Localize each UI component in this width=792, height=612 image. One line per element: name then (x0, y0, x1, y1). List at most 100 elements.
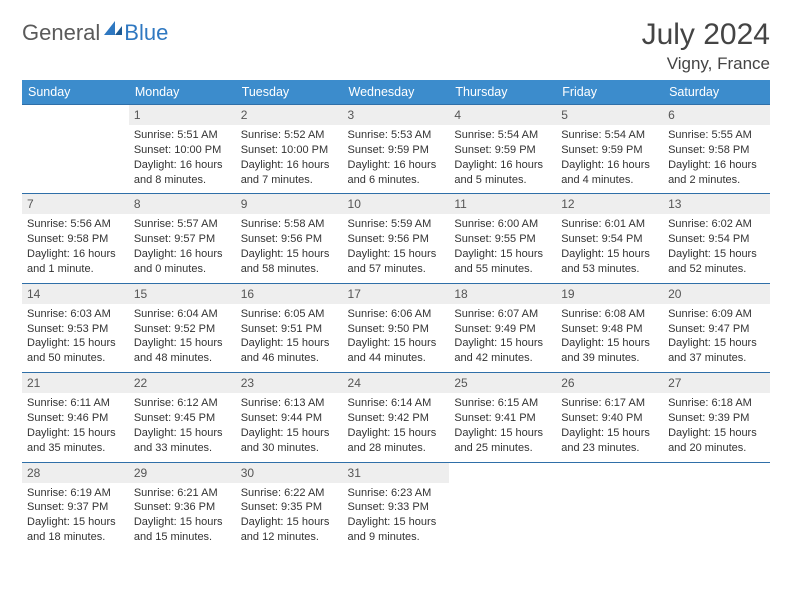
day-number: 24 (343, 373, 450, 393)
day-info: Sunrise: 5:58 AMSunset: 9:56 PMDaylight:… (236, 214, 343, 282)
sunrise-text: Sunrise: 5:57 AM (134, 217, 231, 232)
sunset-text: Sunset: 9:46 PM (27, 411, 124, 426)
calendar-cell (556, 462, 663, 551)
sunset-text: Sunset: 9:42 PM (348, 411, 445, 426)
day-info: Sunrise: 6:21 AMSunset: 9:36 PMDaylight:… (129, 483, 236, 551)
weekday-header: Thursday (449, 80, 556, 105)
daylight-text: Daylight: 15 hours and 46 minutes. (241, 336, 338, 366)
daylight-text: Daylight: 16 hours and 0 minutes. (134, 247, 231, 277)
day-number: 14 (22, 284, 129, 304)
day-info: Sunrise: 6:15 AMSunset: 9:41 PMDaylight:… (449, 393, 556, 461)
calendar-cell: 16Sunrise: 6:05 AMSunset: 9:51 PMDayligh… (236, 283, 343, 372)
calendar-cell (449, 462, 556, 551)
day-number: 3 (343, 105, 450, 125)
day-number: 21 (22, 373, 129, 393)
day-number: 28 (22, 463, 129, 483)
calendar-cell: 28Sunrise: 6:19 AMSunset: 9:37 PMDayligh… (22, 462, 129, 551)
sunrise-text: Sunrise: 6:06 AM (348, 307, 445, 322)
calendar-cell: 18Sunrise: 6:07 AMSunset: 9:49 PMDayligh… (449, 283, 556, 372)
sunset-text: Sunset: 9:36 PM (134, 500, 231, 515)
day-number: 19 (556, 284, 663, 304)
sunset-text: Sunset: 9:44 PM (241, 411, 338, 426)
day-info: Sunrise: 6:04 AMSunset: 9:52 PMDaylight:… (129, 304, 236, 372)
sunrise-text: Sunrise: 5:59 AM (348, 217, 445, 232)
daylight-text: Daylight: 15 hours and 42 minutes. (454, 336, 551, 366)
day-info: Sunrise: 6:14 AMSunset: 9:42 PMDaylight:… (343, 393, 450, 461)
sunset-text: Sunset: 9:54 PM (561, 232, 658, 247)
sunset-text: Sunset: 9:58 PM (668, 143, 765, 158)
sunrise-text: Sunrise: 6:04 AM (134, 307, 231, 322)
sunrise-text: Sunrise: 6:08 AM (561, 307, 658, 322)
calendar-cell: 29Sunrise: 6:21 AMSunset: 9:36 PMDayligh… (129, 462, 236, 551)
calendar-cell: 27Sunrise: 6:18 AMSunset: 9:39 PMDayligh… (663, 373, 770, 462)
sunrise-text: Sunrise: 6:18 AM (668, 396, 765, 411)
sunset-text: Sunset: 9:37 PM (27, 500, 124, 515)
sunset-text: Sunset: 9:59 PM (348, 143, 445, 158)
calendar-cell: 20Sunrise: 6:09 AMSunset: 9:47 PMDayligh… (663, 283, 770, 372)
day-info: Sunrise: 6:11 AMSunset: 9:46 PMDaylight:… (22, 393, 129, 461)
logo-text-general: General (22, 20, 100, 46)
sunrise-text: Sunrise: 6:22 AM (241, 486, 338, 501)
daylight-text: Daylight: 15 hours and 28 minutes. (348, 426, 445, 456)
day-info: Sunrise: 5:56 AMSunset: 9:58 PMDaylight:… (22, 214, 129, 282)
daylight-text: Daylight: 16 hours and 8 minutes. (134, 158, 231, 188)
day-number: 23 (236, 373, 343, 393)
calendar-cell: 10Sunrise: 5:59 AMSunset: 9:56 PMDayligh… (343, 194, 450, 283)
weekday-header: Monday (129, 80, 236, 105)
daylight-text: Daylight: 15 hours and 30 minutes. (241, 426, 338, 456)
month-title: July 2024 (642, 18, 770, 52)
day-number: 6 (663, 105, 770, 125)
daylight-text: Daylight: 15 hours and 12 minutes. (241, 515, 338, 545)
day-info: Sunrise: 6:18 AMSunset: 9:39 PMDaylight:… (663, 393, 770, 461)
weekday-header: Saturday (663, 80, 770, 105)
sunset-text: Sunset: 9:33 PM (348, 500, 445, 515)
day-info: Sunrise: 5:51 AMSunset: 10:00 PMDaylight… (129, 125, 236, 193)
calendar-cell (663, 462, 770, 551)
day-number: 12 (556, 194, 663, 214)
sunrise-text: Sunrise: 5:54 AM (561, 128, 658, 143)
day-number: 22 (129, 373, 236, 393)
daylight-text: Daylight: 15 hours and 20 minutes. (668, 426, 765, 456)
day-number: 5 (556, 105, 663, 125)
day-number: 7 (22, 194, 129, 214)
sunset-text: Sunset: 9:49 PM (454, 322, 551, 337)
day-number: 27 (663, 373, 770, 393)
sunrise-text: Sunrise: 6:15 AM (454, 396, 551, 411)
sunrise-text: Sunrise: 6:03 AM (27, 307, 124, 322)
day-number: 10 (343, 194, 450, 214)
sunrise-text: Sunrise: 5:58 AM (241, 217, 338, 232)
logo-triangle-icon (104, 21, 122, 35)
day-number: 1 (129, 105, 236, 125)
day-number: 17 (343, 284, 450, 304)
sunset-text: Sunset: 9:57 PM (134, 232, 231, 247)
sunrise-text: Sunrise: 6:19 AM (27, 486, 124, 501)
sunset-text: Sunset: 9:53 PM (27, 322, 124, 337)
sunset-text: Sunset: 9:47 PM (668, 322, 765, 337)
sunrise-text: Sunrise: 6:23 AM (348, 486, 445, 501)
sunset-text: Sunset: 9:59 PM (454, 143, 551, 158)
calendar-cell: 15Sunrise: 6:04 AMSunset: 9:52 PMDayligh… (129, 283, 236, 372)
calendar-cell: 25Sunrise: 6:15 AMSunset: 9:41 PMDayligh… (449, 373, 556, 462)
sunset-text: Sunset: 9:39 PM (668, 411, 765, 426)
day-number: 25 (449, 373, 556, 393)
daylight-text: Daylight: 16 hours and 1 minute. (27, 247, 124, 277)
calendar-cell: 24Sunrise: 6:14 AMSunset: 9:42 PMDayligh… (343, 373, 450, 462)
sunset-text: Sunset: 10:00 PM (241, 143, 338, 158)
daylight-text: Daylight: 16 hours and 4 minutes. (561, 158, 658, 188)
daylight-text: Daylight: 15 hours and 52 minutes. (668, 247, 765, 277)
calendar-cell: 7Sunrise: 5:56 AMSunset: 9:58 PMDaylight… (22, 194, 129, 283)
day-info: Sunrise: 6:00 AMSunset: 9:55 PMDaylight:… (449, 214, 556, 282)
day-info: Sunrise: 5:52 AMSunset: 10:00 PMDaylight… (236, 125, 343, 193)
daylight-text: Daylight: 16 hours and 2 minutes. (668, 158, 765, 188)
sunset-text: Sunset: 9:52 PM (134, 322, 231, 337)
calendar-table: Sunday Monday Tuesday Wednesday Thursday… (22, 80, 770, 551)
daylight-text: Daylight: 15 hours and 55 minutes. (454, 247, 551, 277)
day-info: Sunrise: 6:13 AMSunset: 9:44 PMDaylight:… (236, 393, 343, 461)
sunrise-text: Sunrise: 6:02 AM (668, 217, 765, 232)
header-block: General Blue July 2024 Vigny, France (22, 18, 770, 74)
calendar-row: 28 Sunrise: 6:19 AMSunset: 9:37 PM Dayligh… (22, 462, 770, 551)
sunset-text: Sunset: 9:55 PM (454, 232, 551, 247)
calendar-cell: 22Sunrise: 6:12 AMSunset: 9:45 PMDayligh… (129, 373, 236, 462)
calendar-cell: 13Sunrise: 6:02 AMSunset: 9:54 PMDayligh… (663, 194, 770, 283)
day-info: Sunrise: 5:53 AMSunset: 9:59 PMDaylight:… (343, 125, 450, 193)
